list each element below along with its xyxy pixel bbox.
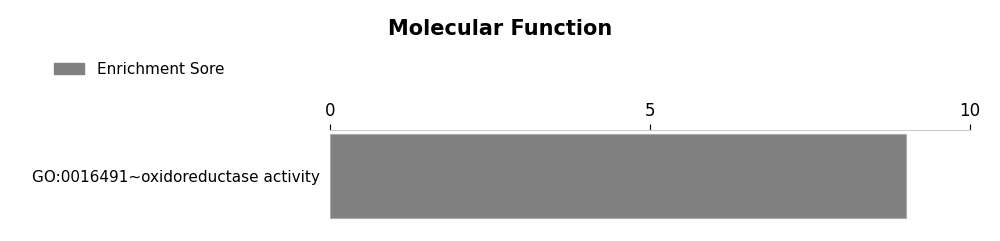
Text: Molecular Function: Molecular Function (388, 19, 612, 39)
Legend: Enrichment Sore: Enrichment Sore (48, 56, 230, 83)
